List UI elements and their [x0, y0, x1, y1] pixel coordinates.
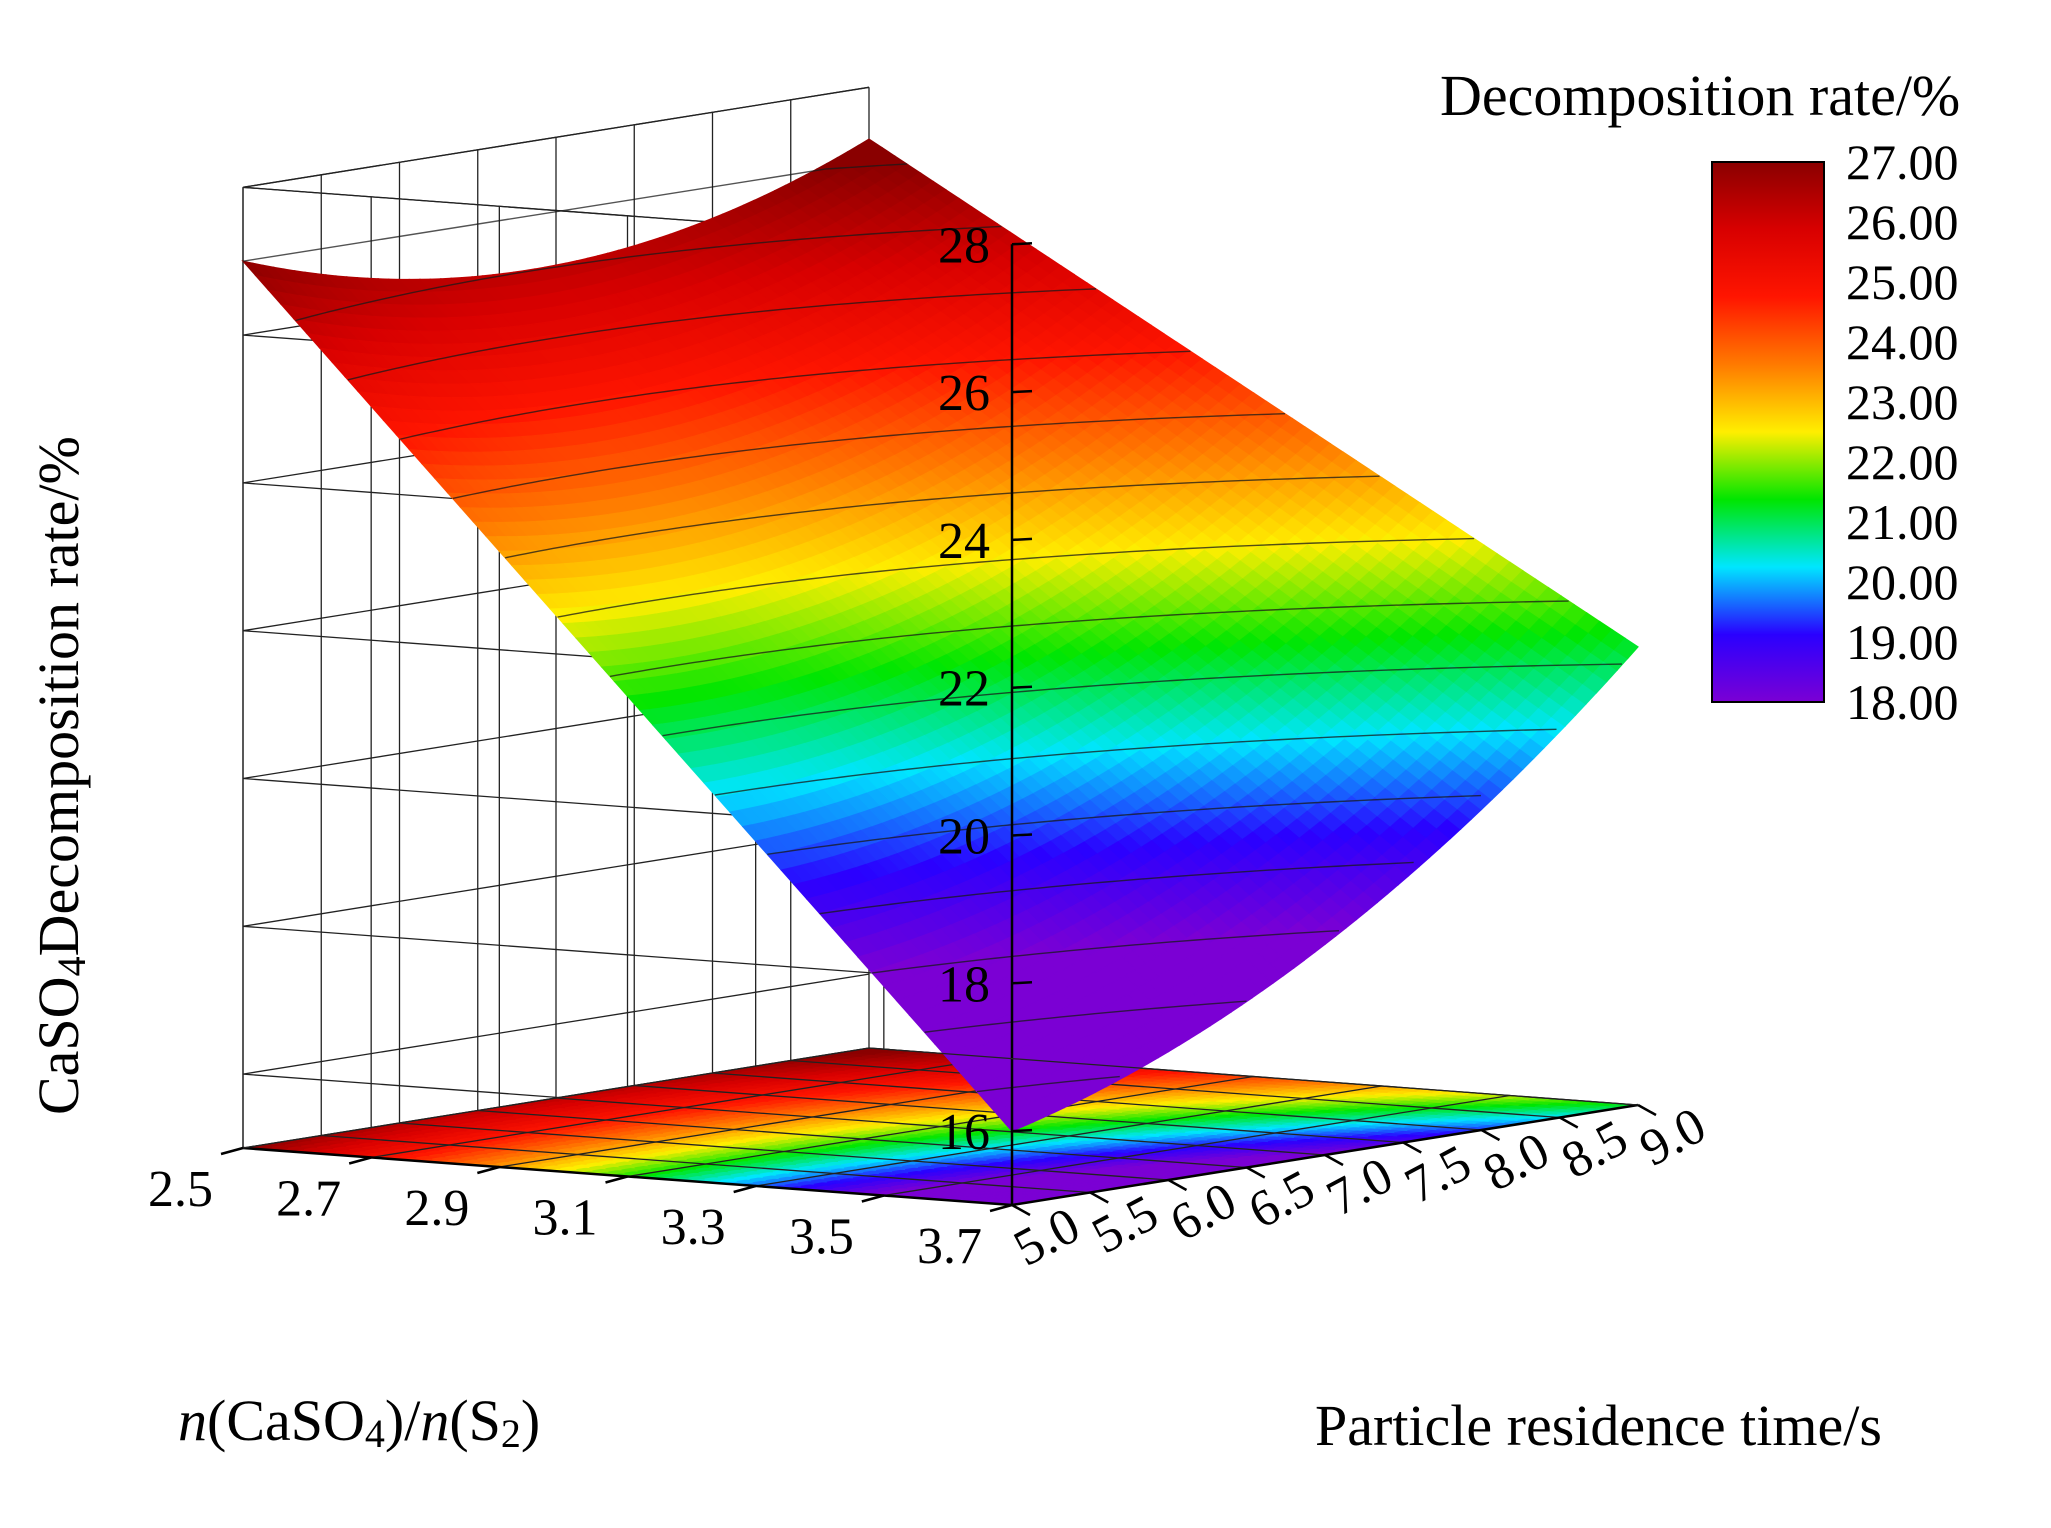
floor-grid-line: [627, 1075, 1254, 1178]
response-surface: [241, 138, 1639, 1132]
floor-grid-line: [883, 1094, 1510, 1197]
base-contour-projection: [242, 1047, 1639, 1206]
wall-grid-line: [242, 825, 1013, 984]
floor-grid-line: [755, 1085, 1382, 1187]
floor-grid-line: [371, 1056, 998, 1159]
